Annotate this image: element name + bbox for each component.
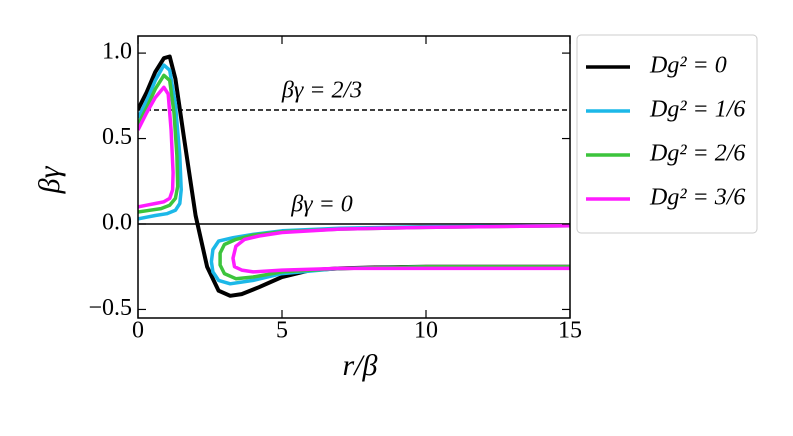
legend-label: Dg² = 3/6 (649, 185, 745, 211)
y-tick-label: 0.5 (102, 124, 132, 150)
y-axis-label: βγ (33, 165, 66, 194)
y-tick-label: −0.5 (88, 295, 132, 321)
x-tick-label: 15 (558, 318, 582, 344)
legend-label: Dg² = 2/6 (649, 141, 745, 167)
y-tick-label: 1.0 (102, 39, 132, 65)
legend-label: Dg² = 0 (649, 53, 727, 79)
legend-label: Dg² = 1/6 (649, 97, 745, 123)
x-tick-label: 5 (276, 318, 288, 344)
x-axis-label: r/β (343, 349, 378, 382)
data-line (138, 85, 570, 274)
annotation: βγ = 2/3 (281, 78, 362, 104)
y-tick-label: 0.0 (102, 210, 132, 236)
x-tick-label: 10 (414, 318, 438, 344)
x-tick-label: 0 (132, 318, 144, 344)
annotation: βγ = 0 (290, 192, 353, 218)
legend-frame (576, 34, 758, 234)
plot-frame (137, 35, 571, 319)
